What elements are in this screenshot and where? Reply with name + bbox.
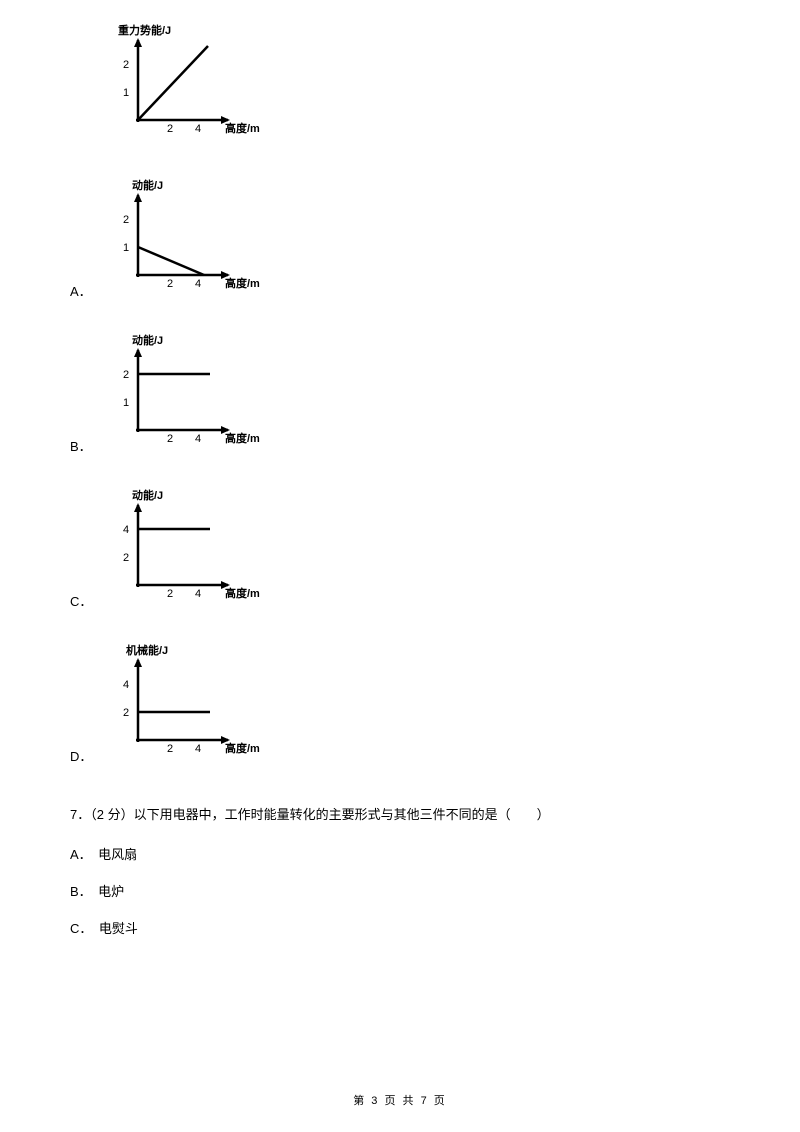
chart-0: 重力势能/J 高度/m 2 1 2 4 bbox=[100, 20, 280, 155]
svg-text:高度/m: 高度/m bbox=[225, 276, 260, 290]
svg-text:4: 4 bbox=[195, 588, 201, 600]
svg-text:2: 2 bbox=[123, 59, 129, 71]
svg-text:1: 1 bbox=[123, 397, 129, 409]
chart-svg-3: 动能/J 高度/m 4 2 2 4 bbox=[100, 485, 280, 620]
page-footer: 第 3 页 共 7 页 bbox=[0, 1092, 800, 1108]
q7-text: 以下用电器中，工作时能量转化的主要形式与其他三件不同的是（ ） bbox=[134, 807, 550, 822]
svg-text:2: 2 bbox=[123, 707, 129, 719]
charts-container: 重力势能/J 高度/m 2 1 2 4 A． 动能/J 高度/m 2 1 2 4 B． 动能/J 高度/m 2 1… bbox=[70, 20, 730, 775]
svg-text:2: 2 bbox=[123, 552, 129, 564]
svg-text:高度/m: 高度/m bbox=[225, 741, 260, 755]
svg-text:2: 2 bbox=[167, 123, 173, 135]
svg-text:重力势能/J: 重力势能/J bbox=[118, 23, 171, 37]
svg-text:2: 2 bbox=[167, 278, 173, 290]
svg-text:高度/m: 高度/m bbox=[225, 121, 260, 135]
question-7: 7．（2 分）以下用电器中，工作时能量转化的主要形式与其他三件不同的是（ ） bbox=[70, 805, 730, 826]
chart-row-1: A． 动能/J 高度/m 2 1 2 4 bbox=[70, 175, 730, 310]
chart-2: 动能/J 高度/m 2 1 2 4 bbox=[100, 330, 280, 465]
q7-option-a: A． 电风扇 bbox=[70, 844, 730, 863]
q7-option-c: C． 电熨斗 bbox=[70, 918, 730, 937]
chart-row-3: C． 动能/J 高度/m 4 2 2 4 bbox=[70, 485, 730, 620]
svg-text:动能/J: 动能/J bbox=[132, 178, 163, 192]
chart-svg-1: 动能/J 高度/m 2 1 2 4 bbox=[100, 175, 280, 310]
svg-text:高度/m: 高度/m bbox=[225, 586, 260, 600]
chart-1: 动能/J 高度/m 2 1 2 4 bbox=[100, 175, 280, 310]
chart-row-0: 重力势能/J 高度/m 2 1 2 4 bbox=[70, 20, 730, 155]
svg-text:1: 1 bbox=[123, 242, 129, 254]
q7-number: 7． bbox=[70, 807, 90, 822]
chart-label-3: C． bbox=[70, 591, 100, 620]
chart-svg-2: 动能/J 高度/m 2 1 2 4 bbox=[100, 330, 280, 465]
svg-text:4: 4 bbox=[123, 524, 129, 536]
chart-3: 动能/J 高度/m 4 2 2 4 bbox=[100, 485, 280, 620]
chart-4: 机械能/J 高度/m 4 2 2 4 bbox=[100, 640, 280, 775]
svg-text:4: 4 bbox=[195, 123, 201, 135]
svg-text:4: 4 bbox=[195, 743, 201, 755]
svg-text:机械能/J: 机械能/J bbox=[126, 643, 168, 657]
svg-text:4: 4 bbox=[123, 679, 129, 691]
svg-text:2: 2 bbox=[167, 743, 173, 755]
svg-text:2: 2 bbox=[167, 588, 173, 600]
svg-text:2: 2 bbox=[123, 214, 129, 226]
q7-points: （2 分） bbox=[90, 807, 133, 822]
q7-option-b: B． 电炉 bbox=[70, 881, 730, 900]
svg-text:动能/J: 动能/J bbox=[132, 333, 163, 347]
chart-row-2: B． 动能/J 高度/m 2 1 2 4 bbox=[70, 330, 730, 465]
chart-svg-4: 机械能/J 高度/m 4 2 2 4 bbox=[100, 640, 280, 775]
chart-label-4: D． bbox=[70, 746, 100, 775]
svg-text:动能/J: 动能/J bbox=[132, 488, 163, 502]
svg-text:2: 2 bbox=[123, 369, 129, 381]
svg-text:2: 2 bbox=[167, 433, 173, 445]
chart-label-1: A． bbox=[70, 281, 100, 310]
svg-text:4: 4 bbox=[195, 433, 201, 445]
chart-row-4: D． 机械能/J 高度/m 4 2 2 4 bbox=[70, 640, 730, 775]
svg-text:高度/m: 高度/m bbox=[225, 431, 260, 445]
chart-svg-0: 重力势能/J 高度/m 2 1 2 4 bbox=[100, 20, 280, 155]
svg-text:4: 4 bbox=[195, 278, 201, 290]
svg-text:1: 1 bbox=[123, 87, 129, 99]
chart-label-0 bbox=[70, 145, 100, 155]
page-content: 重力势能/J 高度/m 2 1 2 4 A． 动能/J 高度/m 2 1 2 4 B． 动能/J 高度/m 2 1… bbox=[0, 0, 800, 937]
chart-label-2: B． bbox=[70, 436, 100, 465]
